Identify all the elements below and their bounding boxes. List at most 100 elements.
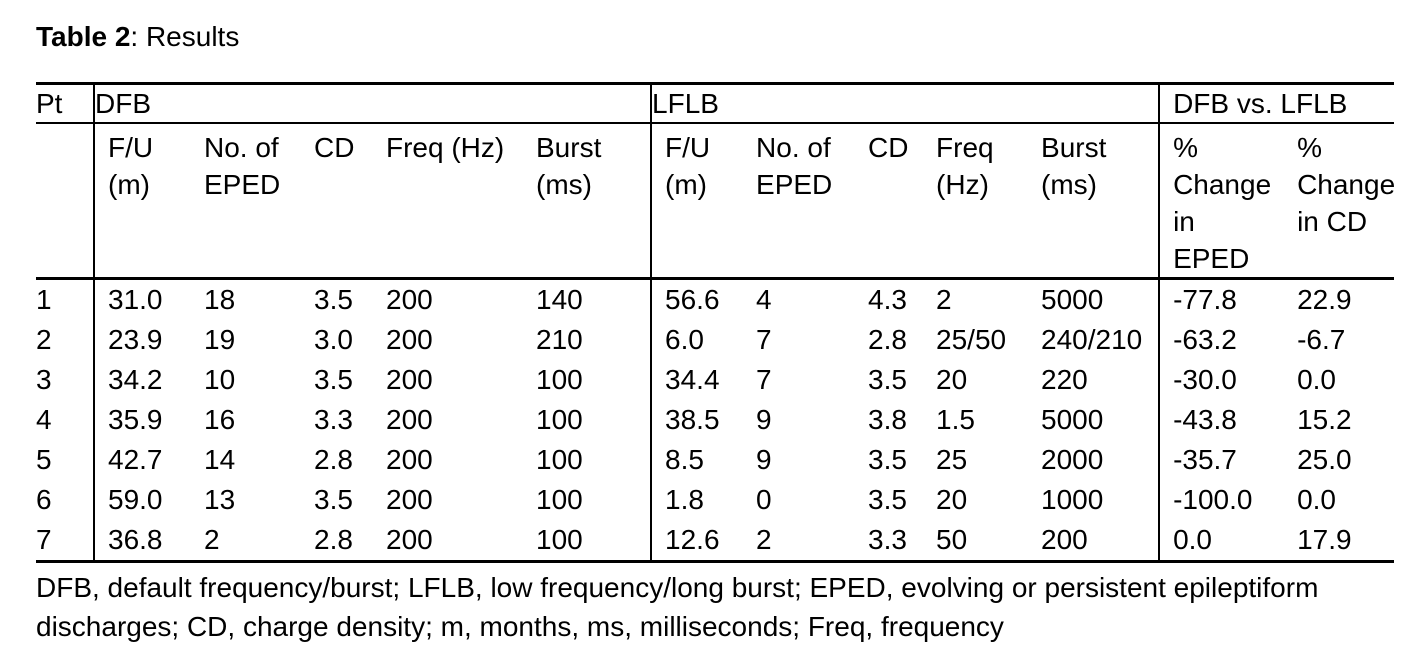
cell-dfb-3: 200 bbox=[386, 444, 433, 475]
cell-lflb-3: 25/50 bbox=[936, 324, 1007, 355]
table-row: 4 35.9 16 3.3 200 100 38.5 9 3.8 1.5 5000 -43.8 15.2 bbox=[36, 400, 1394, 440]
cell-lflb-4: 1000 bbox=[1028, 480, 1161, 520]
sub-header-pt-empty bbox=[36, 123, 95, 280]
cell-dfb-4: 140 bbox=[523, 278, 653, 320]
sub-header-dfb-eped: No. of EPED bbox=[191, 123, 301, 280]
cell-lflb-1: 9 bbox=[756, 444, 772, 475]
cell-dfb-2: 3.5 bbox=[314, 364, 353, 395]
sub-header-lflb-freq: Freq (Hz) bbox=[923, 123, 1029, 280]
sub-header-dfb-freq: Freq (Hz) bbox=[373, 123, 523, 280]
cell-dfb-0: 35.9 bbox=[108, 404, 163, 435]
cell-pt: 2 bbox=[36, 320, 95, 360]
header-pt: Pt bbox=[36, 83, 95, 124]
sub-header-lflb-eped: No. of EPED bbox=[743, 123, 856, 280]
sub-header-row: F/U (m) No. of EPED CD Freq (Hz) Burst (… bbox=[36, 123, 1395, 280]
table-caption: Table 2: Results bbox=[36, 20, 1421, 54]
cell-dfb-2: 3.5 bbox=[314, 284, 353, 315]
cell-lflb-0: 34.4 bbox=[665, 364, 720, 395]
header-group-comparison: DFB vs. LFLB bbox=[1159, 83, 1395, 124]
table-caption-label: Table 2 bbox=[36, 21, 131, 52]
sub-header-change-eped: % Change in EPED bbox=[1159, 123, 1285, 280]
cell-dfb-4: 100 bbox=[523, 400, 653, 440]
sub-header-dfb-fu: F/U (m) bbox=[94, 123, 191, 280]
cell-dfb-0: 36.8 bbox=[94, 520, 191, 563]
sub-header-lflb-cd: CD bbox=[855, 123, 924, 280]
cell-dfb-3: 200 bbox=[386, 284, 433, 315]
sub-header-lflb-burst: Burst (ms) bbox=[1028, 123, 1161, 280]
cell-lflb-4: 5000 bbox=[1028, 400, 1161, 440]
footnote-line-1: DFB, default frequency/burst; LFLB, low … bbox=[36, 572, 1319, 603]
cell-lflb-4: 200 bbox=[1028, 520, 1161, 563]
sub-header-change-cd: % Change in CD bbox=[1284, 123, 1395, 280]
cell-lflb-4: 5000 bbox=[1028, 278, 1161, 320]
cell-lflb-4: 240/210 bbox=[1028, 320, 1161, 360]
cell-comparison-0: -35.7 bbox=[1173, 444, 1237, 475]
cell-comparison-0: -30.0 bbox=[1173, 364, 1237, 395]
cell-lflb-2: 2.8 bbox=[868, 324, 907, 355]
cell-dfb-4: 210 bbox=[523, 320, 653, 360]
cell-dfb-4: 100 bbox=[523, 480, 653, 520]
cell-dfb-1: 18 bbox=[204, 284, 236, 315]
cell-lflb-4: 220 bbox=[1028, 360, 1161, 400]
table-row: 2 23.9 19 3.0 200 210 6.0 7 2.8 25/50 240/210 -63.2… bbox=[36, 320, 1394, 360]
cell-lflb-2: 3.5 bbox=[868, 364, 907, 395]
cell-comparison-1: 0.0 bbox=[1297, 484, 1336, 515]
cell-lflb-1: 0 bbox=[756, 484, 772, 515]
cell-comparison-0: -63.2 bbox=[1173, 324, 1237, 355]
cell-comparison-0: 0.0 bbox=[1159, 520, 1285, 563]
cell-pt: 7 bbox=[36, 520, 95, 563]
cell-dfb-2: 3.5 bbox=[314, 484, 353, 515]
cell-lflb-3: 50 bbox=[923, 520, 1029, 563]
cell-comparison-1: 15.2 bbox=[1297, 404, 1352, 435]
cell-lflb-0: 1.8 bbox=[665, 484, 704, 515]
cell-lflb-2: 4.3 bbox=[868, 284, 907, 315]
cell-dfb-2: 3.0 bbox=[314, 324, 353, 355]
sub-header-dfb-burst: Burst (ms) bbox=[523, 123, 653, 280]
cell-comparison-0: -77.8 bbox=[1173, 284, 1237, 315]
footnote: DFB, default frequency/burst; LFLB, low … bbox=[36, 568, 1421, 646]
cell-dfb-4: 100 bbox=[523, 360, 653, 400]
cell-pt: 1 bbox=[36, 278, 95, 320]
cell-lflb-3: 20 bbox=[936, 484, 968, 515]
cell-comparison-1: 22.9 bbox=[1297, 284, 1352, 315]
cell-lflb-1: 4 bbox=[756, 284, 772, 315]
cell-comparison-1: 17.9 bbox=[1284, 520, 1395, 563]
results-table: Pt DFB LFLB DFB vs. LFLB F/U (m) No. of … bbox=[36, 82, 1395, 563]
cell-comparison-1: 0.0 bbox=[1297, 364, 1336, 395]
cell-dfb-0: 31.0 bbox=[108, 284, 163, 315]
cell-comparison-0: -100.0 bbox=[1173, 484, 1253, 515]
table-row: 1 31.0 18 3.5 200 140 56.6 4 4.3 2 5000 -77.8 22.9 bbox=[36, 278, 1394, 320]
cell-dfb-0: 23.9 bbox=[108, 324, 163, 355]
cell-dfb-3: 200 bbox=[386, 484, 433, 515]
cell-lflb-2: 3.8 bbox=[868, 404, 907, 435]
table-row: 3 34.2 10 3.5 200 100 34.4 7 3.5 20 220 -30.0 0.0 bbox=[36, 360, 1394, 400]
cell-lflb-1: 9 bbox=[756, 404, 772, 435]
header-group-dfb: DFB bbox=[94, 83, 653, 124]
cell-dfb-3: 200 bbox=[386, 364, 433, 395]
cell-comparison-1: -6.7 bbox=[1297, 324, 1346, 355]
cell-lflb-1: 2 bbox=[743, 520, 856, 563]
cell-lflb-3: 2 bbox=[936, 284, 952, 315]
cell-dfb-2: 2.8 bbox=[314, 444, 353, 475]
header-group-lflb: LFLB bbox=[651, 83, 1161, 124]
cell-lflb-1: 7 bbox=[756, 324, 772, 355]
cell-dfb-4: 100 bbox=[523, 520, 653, 563]
cell-pt: 4 bbox=[36, 400, 95, 440]
cell-dfb-1: 16 bbox=[204, 404, 236, 435]
cell-dfb-0: 42.7 bbox=[108, 444, 163, 475]
cell-dfb-1: 2 bbox=[191, 520, 301, 563]
cell-dfb-3: 200 bbox=[386, 324, 433, 355]
footnote-line-2: discharges; CD, charge density; m, month… bbox=[36, 611, 1004, 642]
cell-dfb-3: 200 bbox=[373, 520, 523, 563]
table-caption-text: : Results bbox=[130, 21, 240, 52]
cell-pt: 5 bbox=[36, 440, 95, 480]
cell-lflb-2: 3.5 bbox=[868, 444, 907, 475]
cell-lflb-0: 38.5 bbox=[665, 404, 720, 435]
cell-lflb-0: 12.6 bbox=[651, 520, 744, 563]
cell-lflb-0: 6.0 bbox=[665, 324, 704, 355]
cell-dfb-1: 13 bbox=[204, 484, 236, 515]
cell-pt: 6 bbox=[36, 480, 95, 520]
table-row: 7 36.8 2 2.8 200 100 12.6 2 3.3 50 200 0.0 17.9 bbox=[36, 520, 1395, 563]
cell-dfb-2: 3.3 bbox=[314, 404, 353, 435]
table-body: 1 31.0 18 3.5 200 140 56.6 4 4.3 2 5000 -77.8 22.9 2 2… bbox=[36, 278, 1395, 563]
